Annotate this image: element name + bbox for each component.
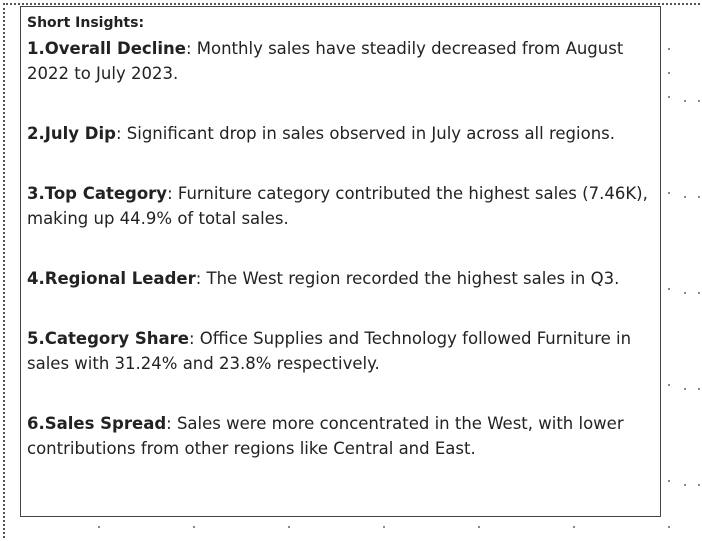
insight-heading: 1.Overall Decline [27,39,186,58]
insight-item: 1.Overall Decline: Monthly sales have st… [27,36,654,86]
canvas-grid-dot [478,526,480,528]
canvas-grid-dot [698,484,700,486]
canvas-grid-dot [684,100,686,102]
canvas-grid-dot [698,388,700,390]
insight-item: 5.Category Share: Office Supplies and Te… [27,326,654,376]
canvas-grid-dot [383,526,385,528]
canvas-grid-dot [668,480,670,482]
insight-item: 4.Regional Leader: The West region recor… [27,266,654,291]
insight-item: 2.July Dip: Significant drop in sales ob… [27,121,654,146]
insight-heading: 5.Category Share [27,329,189,348]
insight-item: 6.Sales Spread: Sales were more concentr… [27,411,654,461]
insight-heading: 6.Sales Spread [27,414,167,433]
report-page-frame [3,3,700,538]
insights-title: Short Insights: [27,15,145,31]
canvas-grid-dot [668,48,670,50]
canvas-grid-dot [288,526,290,528]
canvas-grid-dot [698,196,700,198]
canvas-grid-dot [684,292,686,294]
insight-heading: 3.Top Category [27,184,168,203]
canvas-grid-dot [668,96,670,98]
insight-text: : Monthly sales have steadily decreased … [27,39,624,83]
canvas-grid-dot [668,72,670,74]
canvas-grid-dot [668,288,670,290]
canvas-grid-dot [698,292,700,294]
insight-text: : The West region recorded the highest s… [195,269,620,288]
canvas-grid-dot [668,192,670,194]
insight-text: : Significant drop in sales observed in … [115,124,615,143]
canvas-grid-dot [573,526,575,528]
insight-text: : Sales were more concentrated in the We… [27,414,624,458]
insight-text: : Furniture category contributed the hig… [27,184,648,228]
canvas-grid-dot [193,526,195,528]
canvas-grid-dot [668,384,670,386]
canvas-grid-dot [98,526,100,528]
insight-heading: 2.July Dip [27,124,116,143]
insights-text-box[interactable]: Short Insights: 1.Overall Decline: Month… [20,6,661,517]
insight-heading: 4.Regional Leader [27,269,196,288]
canvas-grid-dot [684,388,686,390]
insight-item: 3.Top Category: Furniture category contr… [27,181,654,231]
canvas-grid-dot [684,484,686,486]
canvas-grid-dot [668,526,670,528]
canvas-grid-dot [684,196,686,198]
insight-text: : Office Supplies and Technology followe… [27,329,632,373]
canvas-grid-dot [698,100,700,102]
